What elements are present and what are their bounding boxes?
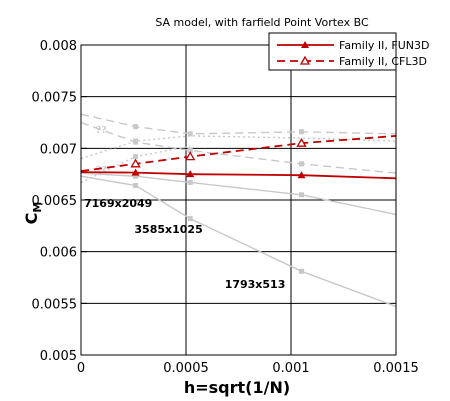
x-axis-title: h=sqrt(1/N) bbox=[184, 378, 290, 397]
legend-label-2: Family II, CFL3D bbox=[339, 55, 427, 68]
series-marker-1 bbox=[186, 170, 195, 178]
legend: Family II, FUN3D Family II, CFL3D bbox=[268, 32, 429, 71]
x-tick-label: 0.001 bbox=[272, 361, 309, 376]
series-marker-2 bbox=[185, 151, 196, 161]
grid-size-label: 3585x1025 bbox=[134, 223, 202, 236]
y-tick-label: 0.006 bbox=[40, 246, 77, 261]
legend-label-1: Family II, FUN3D bbox=[339, 39, 429, 52]
y-tick-label: 0.007 bbox=[40, 142, 77, 157]
background-series-line bbox=[80, 135, 397, 160]
y-axis-title-main: C bbox=[22, 213, 41, 225]
legend-box bbox=[268, 32, 397, 71]
legend-marker-1 bbox=[301, 41, 309, 48]
x-tick-label: 0 bbox=[77, 361, 85, 376]
background-series-marker bbox=[299, 192, 304, 198]
background-series-marker bbox=[299, 129, 304, 135]
y-tick-label: 0.005 bbox=[40, 349, 77, 364]
ticks: 0 0.0005 0.001 0.0015 0.005 0.0055 0.006 0.0065… bbox=[32, 39, 419, 376]
y-tick-label: 0.008 bbox=[40, 39, 77, 54]
background-series-marker bbox=[187, 131, 193, 137]
x-tick-label: 0.0005 bbox=[163, 361, 209, 376]
background-series-marker bbox=[187, 216, 193, 222]
legend-marker-2 bbox=[299, 55, 311, 65]
background-series-marker bbox=[133, 183, 139, 189]
background-series-marker bbox=[133, 138, 139, 144]
series-marker-2 bbox=[130, 158, 141, 168]
y-axis-title: CM bbox=[22, 202, 44, 225]
grid-size-label: 7169x2049 bbox=[84, 197, 152, 210]
background-series-line bbox=[80, 121, 397, 174]
series-marker-1 bbox=[297, 171, 306, 179]
series-layer bbox=[80, 135, 397, 180]
y-axis-title-sub: M bbox=[31, 202, 44, 213]
background-series-marker bbox=[133, 173, 139, 179]
background-series-marker bbox=[187, 179, 193, 185]
background-series-marker bbox=[299, 268, 304, 274]
y-tick-label: 0.0055 bbox=[32, 297, 78, 312]
y-tick-label: 0.0075 bbox=[32, 91, 78, 106]
background-series-line bbox=[80, 113, 397, 135]
background-series-marker bbox=[299, 161, 304, 167]
grid bbox=[81, 45, 396, 355]
series-marker-2 bbox=[296, 137, 307, 147]
background-mark: ?? bbox=[96, 164, 107, 176]
series-marker-1 bbox=[131, 168, 140, 176]
background-series: ???? bbox=[80, 113, 397, 308]
svg-text:CM: CM bbox=[22, 202, 44, 225]
background-series-marker bbox=[187, 147, 193, 153]
grid-size-label: 1793x513 bbox=[225, 278, 286, 291]
background-series-marker bbox=[133, 124, 139, 130]
plot-title: SA model, with farfield Point Vortex BC bbox=[155, 16, 369, 29]
background-mark: ?? bbox=[96, 124, 107, 136]
y-tick-label: 0.0065 bbox=[32, 194, 78, 209]
x-tick-label: 0.0015 bbox=[373, 361, 419, 376]
series-line-2 bbox=[80, 135, 397, 172]
background-series-marker bbox=[133, 154, 139, 160]
annotations: 7169x2049 3585x1025 1793x513 bbox=[84, 197, 285, 291]
